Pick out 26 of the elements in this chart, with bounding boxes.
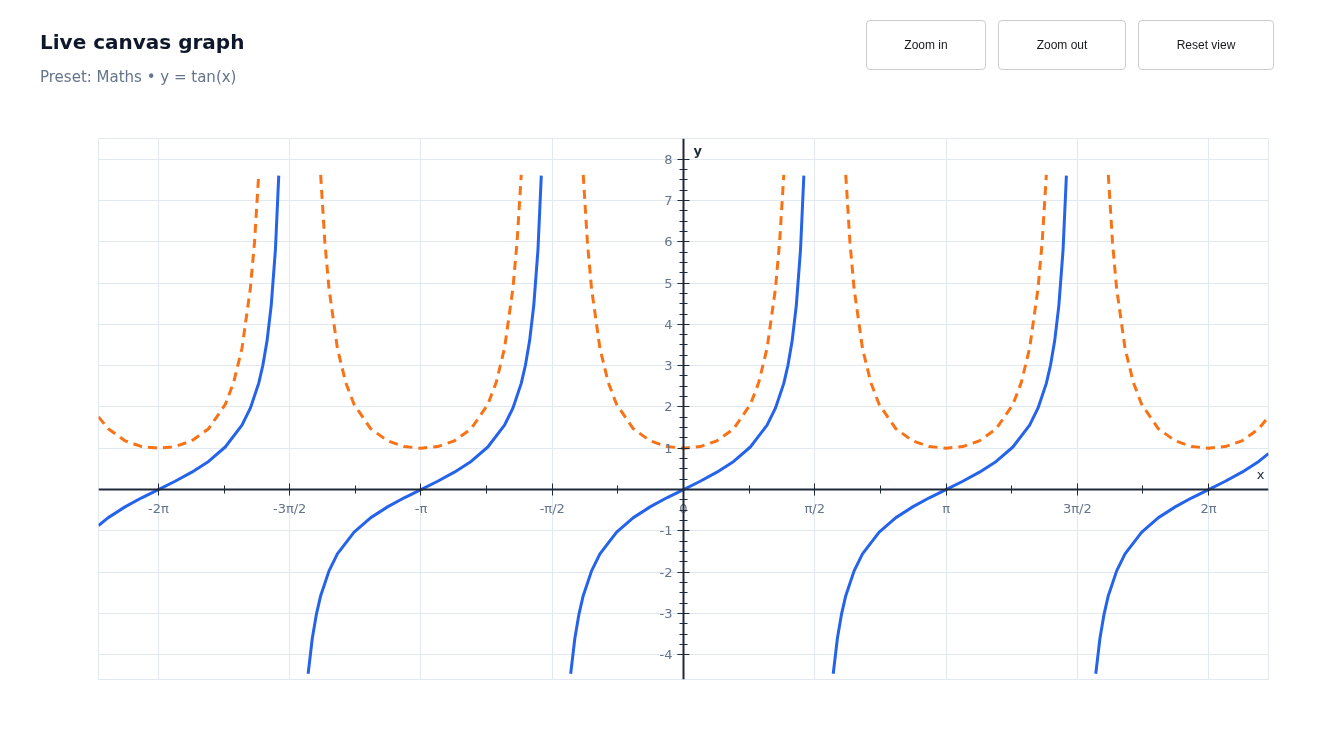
y-tick-label: 2 <box>664 399 673 415</box>
y-axis-title: y <box>693 142 703 158</box>
chart-subtitle: Preset: Maths • y = tan(x) <box>40 66 238 88</box>
y-tick-label: 3 <box>664 358 673 374</box>
x-tick-label: π/2 <box>804 500 826 516</box>
y-tick-label: 8 <box>664 151 673 167</box>
x-tick-label: -3π/2 <box>272 500 307 516</box>
y-tick-label: -4 <box>659 647 673 663</box>
y-tick-label: 4 <box>664 316 673 332</box>
x-axis-title: x <box>1256 466 1265 482</box>
y-tick-label: -3 <box>659 605 673 621</box>
x-tick-label: 3π/2 <box>1062 500 1092 516</box>
y-tick-label: 7 <box>664 192 673 208</box>
y-tick-label: 6 <box>664 234 673 250</box>
x-tick-label: -π/2 <box>539 500 565 516</box>
x-tick-label: π <box>942 500 951 516</box>
text: Zoom in <box>866 20 986 70</box>
y-tick-label: 5 <box>664 275 673 291</box>
text: Zoom out <box>998 20 1126 70</box>
y-tick-label: -1 <box>659 523 673 539</box>
y-tick-label: -2 <box>659 564 673 580</box>
text: Reset view <box>1138 20 1274 70</box>
x-tick-label: 2π <box>1200 500 1217 516</box>
x-tick-label: -2π <box>148 500 169 516</box>
x-tick-label: -π <box>414 500 428 516</box>
chart-title: Live canvas graph <box>40 29 245 56</box>
